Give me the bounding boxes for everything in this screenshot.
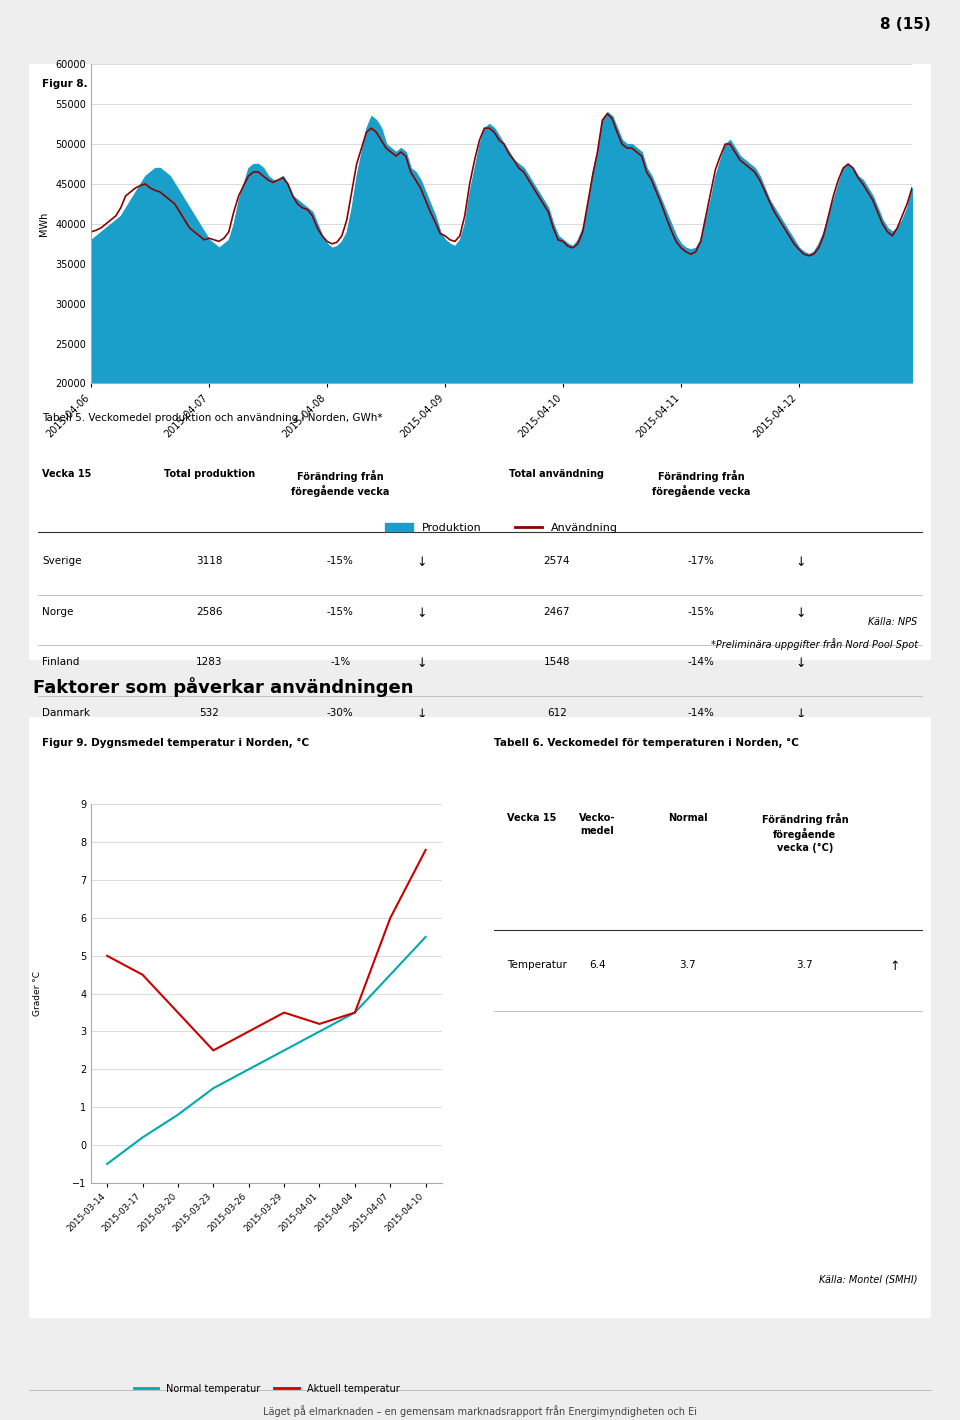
- Text: ↓: ↓: [416, 758, 426, 771]
- Text: 6.4: 6.4: [589, 960, 606, 970]
- Text: 3118: 3118: [196, 555, 223, 567]
- Text: 8 (15): 8 (15): [880, 17, 931, 33]
- Legend: Normal temperatur, Aktuell temperatur: Normal temperatur, Aktuell temperatur: [130, 1380, 403, 1397]
- Text: -15%: -15%: [686, 758, 716, 768]
- Text: Sverige: Sverige: [42, 555, 82, 567]
- Text: -17%: -17%: [687, 555, 714, 567]
- Text: ↓: ↓: [795, 657, 805, 670]
- Text: 612: 612: [547, 709, 566, 719]
- Text: 3.7: 3.7: [797, 960, 813, 970]
- Text: ↓: ↓: [416, 555, 426, 569]
- Text: 7519: 7519: [195, 758, 224, 768]
- Text: ↓: ↓: [795, 758, 805, 771]
- Text: -14%: -14%: [325, 758, 355, 768]
- Text: Faktorer som påverkar användningen: Faktorer som påverkar användningen: [34, 677, 414, 697]
- Text: 2586: 2586: [196, 606, 223, 616]
- Text: -15%: -15%: [687, 606, 714, 616]
- Text: Finland: Finland: [42, 657, 80, 667]
- Text: 532: 532: [200, 709, 219, 719]
- Text: 7201: 7201: [542, 758, 571, 768]
- Text: 1548: 1548: [543, 657, 570, 667]
- Text: Tabell 5. Veckomedel produktion och användning i Norden, GWh*: Tabell 5. Veckomedel produktion och anvä…: [42, 413, 383, 423]
- Text: 2467: 2467: [543, 606, 570, 616]
- Text: Normal: Normal: [668, 814, 708, 824]
- Text: -15%: -15%: [326, 555, 353, 567]
- Text: Total användning: Total användning: [509, 470, 604, 480]
- Text: 1283: 1283: [196, 657, 223, 667]
- Text: ↑: ↑: [890, 960, 900, 973]
- Text: Total produktion: Total produktion: [164, 470, 254, 480]
- Text: -1%: -1%: [330, 657, 350, 667]
- Text: Temperatur: Temperatur: [507, 960, 567, 970]
- Text: Vecko-
medel: Vecko- medel: [579, 814, 615, 835]
- Text: 3.7: 3.7: [680, 960, 696, 970]
- FancyBboxPatch shape: [23, 713, 937, 1322]
- Text: Källa: NPS: Källa: NPS: [869, 618, 918, 628]
- Y-axis label: MWh: MWh: [38, 212, 49, 236]
- Text: Norden totalt: Norden totalt: [42, 758, 122, 768]
- Text: *Preliminära uppgifter från Nord Pool Spot: *Preliminära uppgifter från Nord Pool Sp…: [710, 638, 918, 649]
- Text: -14%: -14%: [687, 709, 714, 719]
- Text: ↓: ↓: [795, 606, 805, 619]
- Text: ↓: ↓: [416, 709, 426, 721]
- Legend: Produktion, Användning: Produktion, Användning: [380, 518, 623, 537]
- Text: ↓: ↓: [416, 657, 426, 670]
- Text: ↓: ↓: [795, 555, 805, 569]
- Text: -30%: -30%: [326, 709, 353, 719]
- Text: -14%: -14%: [687, 657, 714, 667]
- Text: Danmark: Danmark: [42, 709, 90, 719]
- Text: 2574: 2574: [543, 555, 570, 567]
- FancyBboxPatch shape: [23, 60, 937, 665]
- Text: Förändring från
föregående
vecka (°C): Förändring från föregående vecka (°C): [761, 814, 849, 853]
- Text: ↓: ↓: [795, 709, 805, 721]
- Text: Tabell 6. Veckomedel för temperaturen i Norden, °C: Tabell 6. Veckomedel för temperaturen i …: [493, 738, 799, 748]
- Text: Figur 8. Användning och produktion i Norden per timme, MWh: Figur 8. Användning och produktion i Nor…: [42, 78, 410, 89]
- Text: Läget på elmarknaden – en gemensam marknadsrapport från Energimyndigheten och Ei: Läget på elmarknaden – en gemensam markn…: [263, 1406, 697, 1417]
- Text: Källa: Montel (SMHI): Källa: Montel (SMHI): [819, 1275, 918, 1285]
- Text: Förändring från
föregående vecka: Förändring från föregående vecka: [291, 470, 390, 497]
- Text: ↓: ↓: [416, 606, 426, 619]
- Text: Vecka 15: Vecka 15: [507, 814, 557, 824]
- Text: -15%: -15%: [326, 606, 353, 616]
- Text: Figur 9. Dygnsmedel temperatur i Norden, °C: Figur 9. Dygnsmedel temperatur i Norden,…: [42, 738, 309, 748]
- Text: Norge: Norge: [42, 606, 74, 616]
- Text: Vecka 15: Vecka 15: [42, 470, 92, 480]
- Y-axis label: Grader °C: Grader °C: [34, 971, 42, 1017]
- Text: Förändring från
föregående vecka: Förändring från föregående vecka: [652, 470, 751, 497]
